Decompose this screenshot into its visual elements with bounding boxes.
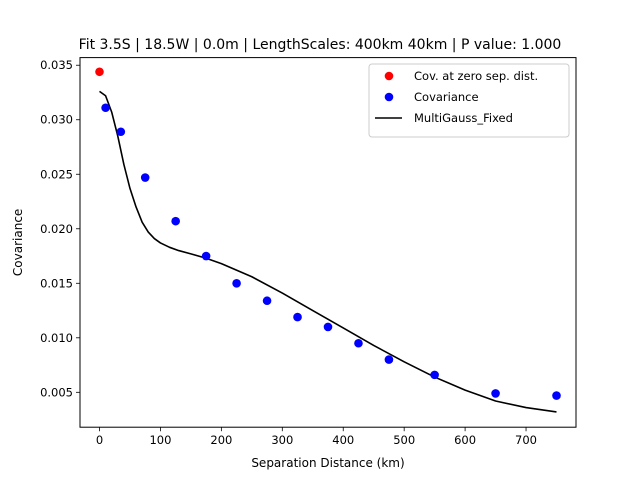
y-tick-label: 0.010 xyxy=(40,331,73,345)
data-point-s1-6 xyxy=(262,296,272,306)
legend-box xyxy=(368,63,570,138)
data-point-s1-7 xyxy=(293,312,302,322)
x-tick-label: 700 xyxy=(515,433,537,447)
data-point-s1-0 xyxy=(101,103,110,113)
y-tick-label: 0.025 xyxy=(40,167,73,181)
data-point-s0-0 xyxy=(95,67,104,77)
y-tick-label: 0.005 xyxy=(40,385,73,399)
data-point-s1-12 xyxy=(491,389,500,398)
legend-entry-label: Cov. at zero sep. dist. xyxy=(414,69,538,83)
plot-area-border xyxy=(79,57,577,428)
series-line-2 xyxy=(99,90,557,413)
y-tick-label: 0.030 xyxy=(40,113,73,127)
data-point-s1-3 xyxy=(171,216,180,226)
data-point-s1-4 xyxy=(201,251,211,261)
x-tick-label: 400 xyxy=(332,433,354,447)
legend-point-marker xyxy=(384,92,394,102)
data-point-s1-13 xyxy=(552,391,561,400)
data-point-s1-10 xyxy=(384,355,394,364)
legend-entry-label: Covariance xyxy=(414,90,479,104)
y-tick-label: 0.015 xyxy=(40,276,73,290)
data-point-s1-1 xyxy=(116,127,126,137)
x-tick-label: 100 xyxy=(149,433,171,447)
x-axis-label: Separation Distance (km) xyxy=(251,456,404,470)
data-point-s1-5 xyxy=(232,278,241,288)
chart-title: Fit 3.5S | 18.5W | 0.0m | LengthScales: … xyxy=(79,37,562,53)
data-point-s1-2 xyxy=(140,173,150,182)
data-point-s1-9 xyxy=(354,338,363,348)
axes-frame xyxy=(79,57,577,428)
axis-ticks: 0 100 200 300 400 500 600 700 0.005 0.010 0.015 0.0… xyxy=(40,58,537,447)
x-tick-label: 600 xyxy=(454,433,476,447)
data-point-s1-11 xyxy=(430,370,439,380)
x-tick-label: 0 xyxy=(96,433,103,447)
y-tick-label: 0.020 xyxy=(40,222,73,236)
x-tick-label: 300 xyxy=(271,433,293,447)
y-axis-label: Covariance xyxy=(11,209,25,276)
legend-point-marker xyxy=(384,71,394,81)
plot-elements xyxy=(95,67,561,413)
legend-entry-label: MultiGauss_Fixed xyxy=(414,111,513,125)
y-tick-label: 0.035 xyxy=(40,58,73,72)
legend: Cov. at zero sep. dist. Covariance MultiGa… xyxy=(368,63,570,138)
x-tick-label: 500 xyxy=(393,433,415,447)
x-tick-label: 200 xyxy=(210,433,232,447)
data-point-s1-8 xyxy=(323,322,333,332)
